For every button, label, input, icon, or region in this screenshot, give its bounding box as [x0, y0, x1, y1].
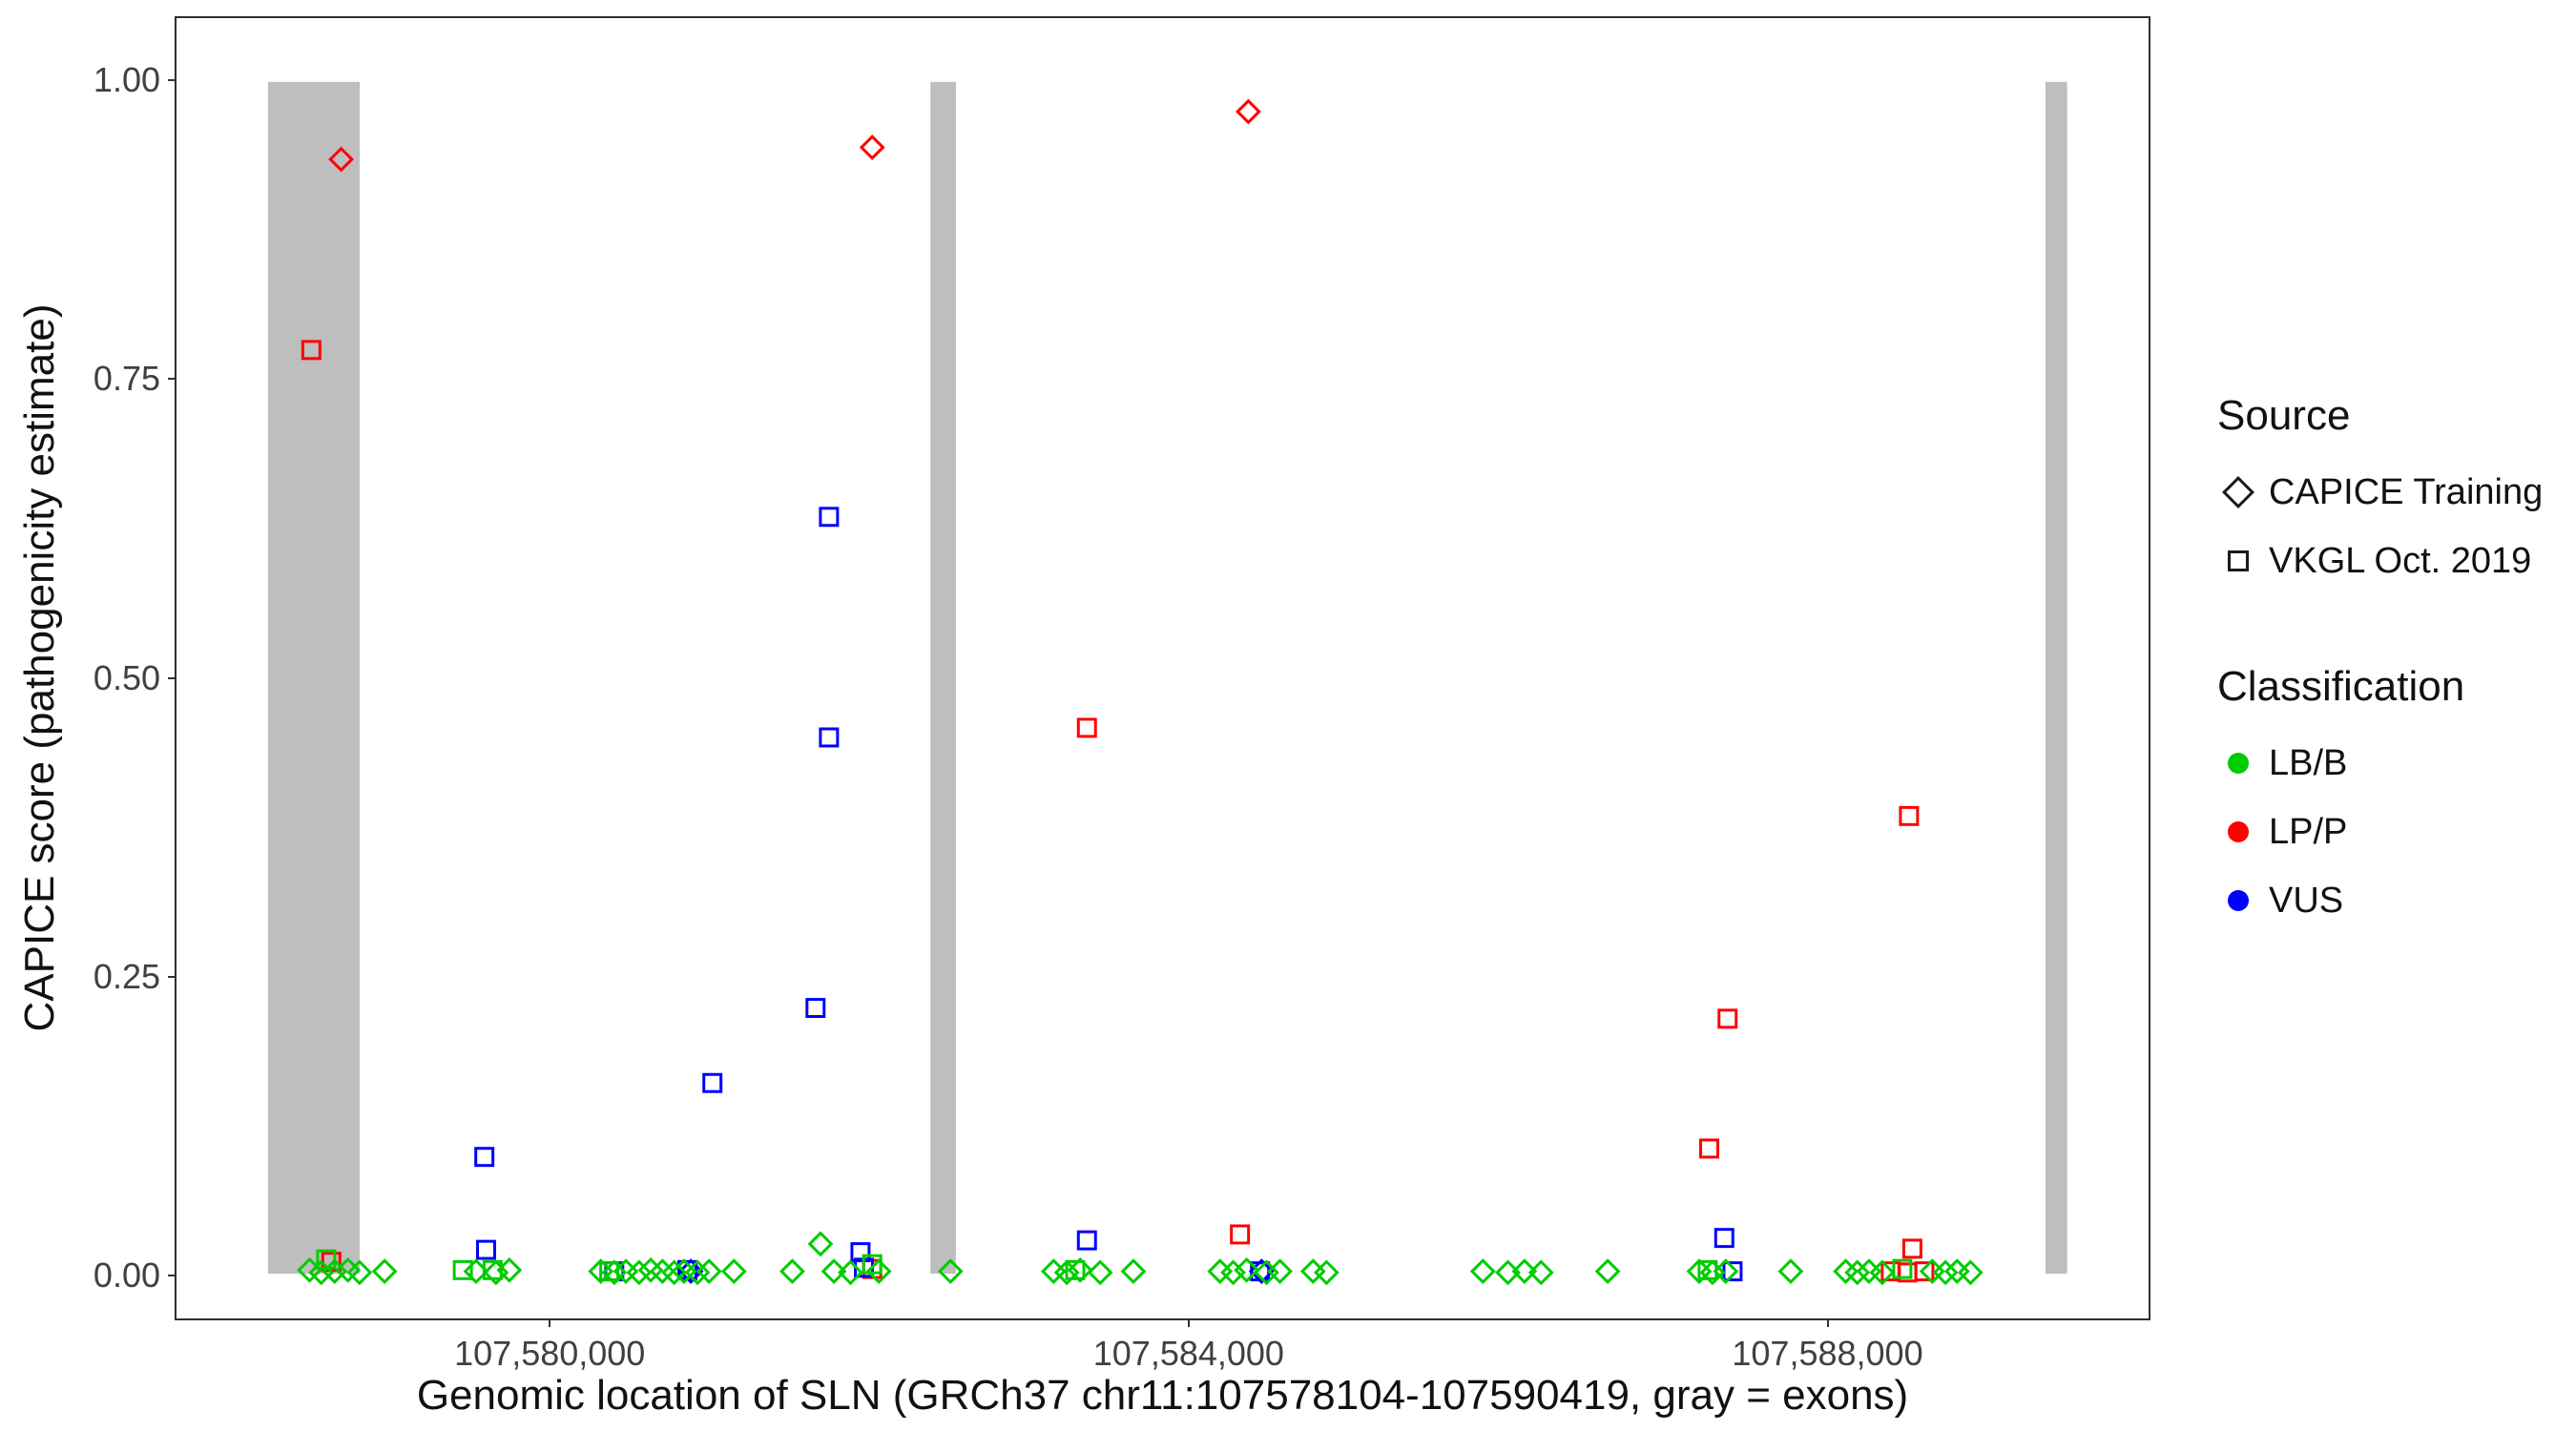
y-tick-mark: [168, 975, 175, 978]
legend-item-vus: VUS: [2217, 866, 2570, 935]
x-tick-mark: [1826, 1320, 1829, 1327]
x-axis-title: Genomic location of SLN (GRCh37 chr11:10…: [416, 1372, 1909, 1419]
y-tick-label: 0.25: [93, 956, 160, 996]
legend-item-lpp: LP/P: [2217, 798, 2570, 866]
point-diamond: [677, 1258, 704, 1285]
point-diamond: [1495, 1259, 1521, 1286]
point-diamond: [346, 1259, 373, 1286]
point-diamond: [1234, 1256, 1260, 1283]
point-diamond: [821, 1258, 847, 1285]
point-diamond: [1777, 1258, 1804, 1285]
point-square: [1076, 1230, 1097, 1251]
x-tick-label: 107,588,000: [1732, 1334, 1923, 1373]
legend-title-source: Source: [2217, 392, 2351, 439]
exon-band: [267, 81, 361, 1275]
point-diamond: [1120, 1258, 1147, 1285]
legend-item-label: VUS: [2269, 880, 2344, 921]
point-diamond: [1469, 1258, 1496, 1285]
point-square: [805, 998, 826, 1019]
legend: Source CAPICE Training VKGL Oct. 2019 Cl…: [2217, 391, 2570, 935]
point-diamond: [371, 1258, 398, 1285]
point-diamond: [1594, 1258, 1621, 1285]
point-square: [475, 1239, 496, 1260]
point-diamond: [463, 1258, 489, 1285]
legend-items-classification: LB/B LP/P VUS: [2217, 729, 2570, 935]
y-tick-mark: [168, 79, 175, 81]
point-square: [1230, 1224, 1251, 1245]
point-square: [1914, 1261, 1935, 1282]
legend-item-capice-training: CAPICE Training: [2217, 458, 2570, 527]
y-tick-label: 0.50: [93, 657, 160, 697]
point-diamond: [838, 1259, 863, 1286]
diamond-key-icon: [2217, 476, 2259, 508]
legend-title-classification: Classification: [2217, 663, 2465, 710]
point-square: [1717, 1008, 1738, 1029]
point-diamond: [696, 1258, 722, 1285]
legend-item-label: VKGL Oct. 2019: [2269, 540, 2532, 581]
legend-group-source: Source CAPICE Training VKGL Oct. 2019: [2217, 391, 2570, 595]
legend-items-source: CAPICE Training VKGL Oct. 2019: [2217, 458, 2570, 595]
y-tick-label: 0.00: [93, 1255, 160, 1295]
point-square: [452, 1259, 473, 1280]
point-diamond: [779, 1258, 805, 1285]
legend-item-vkgl: VKGL Oct. 2019: [2217, 527, 2570, 595]
x-tick-label: 107,580,000: [454, 1334, 646, 1373]
square-key-icon: [2217, 550, 2259, 571]
point-diamond: [937, 1258, 964, 1285]
point-diamond: [865, 1258, 892, 1285]
point-square: [1897, 1262, 1918, 1283]
y-tick-mark: [168, 1275, 175, 1276]
point-diamond: [1248, 1258, 1275, 1285]
point-diamond: [1957, 1259, 1984, 1286]
point-diamond: [1067, 1256, 1093, 1283]
legend-group-classification: Classification LB/B LP/P VUS: [2217, 662, 2570, 935]
point-square: [702, 1072, 723, 1093]
point-square: [1901, 1238, 1922, 1259]
point-diamond: [1713, 1258, 1739, 1285]
point-diamond: [1527, 1259, 1554, 1286]
point-diamond: [496, 1256, 523, 1283]
y-tick-label: 1.00: [93, 60, 160, 99]
point-square: [819, 507, 840, 528]
plot-panel: [175, 16, 2150, 1320]
point-diamond: [807, 1231, 834, 1257]
legend-item-label: LB/B: [2269, 742, 2348, 783]
point-diamond: [720, 1258, 747, 1285]
point-square: [1892, 1258, 1913, 1279]
legend-item-label: LP/P: [2269, 811, 2348, 852]
point-square: [850, 1242, 871, 1263]
exon-band: [930, 81, 956, 1275]
y-tick-label: 0.75: [93, 359, 160, 399]
green-dot-icon: [2217, 753, 2259, 774]
point-diamond: [1236, 98, 1261, 125]
scatter-plot-area: [267, 81, 2067, 1286]
legend-item-label: CAPICE Training: [2269, 471, 2544, 512]
point-diamond: [1087, 1259, 1113, 1286]
y-tick-mark: [168, 676, 175, 679]
x-tick-mark: [549, 1320, 551, 1327]
point-square: [474, 1147, 495, 1168]
y-tick-mark: [168, 378, 175, 381]
blue-dot-icon: [2217, 890, 2259, 911]
point-square: [1065, 1259, 1086, 1280]
point-diamond: [328, 146, 354, 173]
point-square: [1699, 1138, 1719, 1159]
point-square: [1714, 1228, 1735, 1249]
x-tick-label: 107,584,000: [1092, 1334, 1284, 1373]
point-square: [1899, 805, 1920, 826]
point-square: [301, 340, 322, 361]
legend-item-lbb: LB/B: [2217, 729, 2570, 798]
point-diamond: [1869, 1259, 1896, 1286]
x-tick-mark: [1187, 1320, 1190, 1327]
exon-band: [2045, 81, 2067, 1275]
point-square: [819, 727, 840, 748]
point-square: [1076, 717, 1097, 738]
point-diamond: [1267, 1258, 1293, 1285]
point-diamond: [859, 135, 885, 160]
point-diamond: [1313, 1259, 1340, 1286]
point-diamond: [1511, 1258, 1538, 1285]
red-dot-icon: [2217, 821, 2259, 842]
